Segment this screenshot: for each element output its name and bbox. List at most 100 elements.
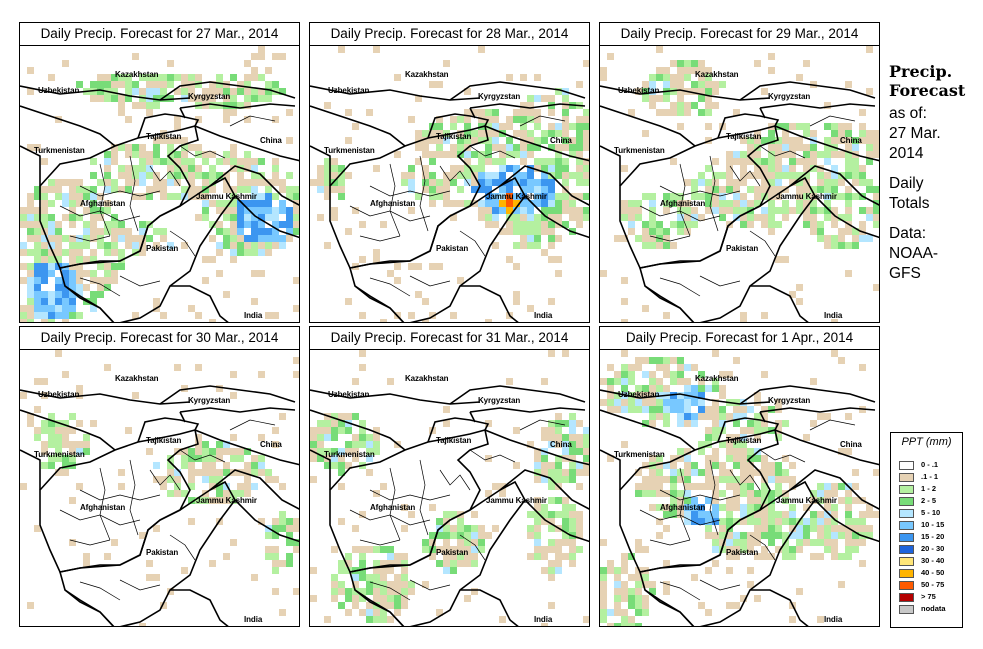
precip-cell (48, 74, 55, 81)
precip-cell (324, 158, 331, 165)
precip-cell (27, 277, 34, 284)
precip-cell (317, 172, 324, 179)
precip-cell (712, 81, 719, 88)
precip-cell (188, 305, 195, 312)
country-boundary (310, 449, 331, 490)
precip-cell (41, 200, 48, 207)
precip-cell (852, 483, 859, 490)
precip-cell (464, 109, 471, 116)
precip-cell (859, 560, 866, 567)
precip-cell (492, 130, 499, 137)
precip-cell (76, 420, 83, 427)
precip-cell (642, 88, 649, 95)
precip-cell (244, 490, 251, 497)
precip-cell (859, 130, 866, 137)
precip-cell (649, 504, 656, 511)
map-label-india: India (534, 615, 553, 624)
precip-cell (251, 228, 258, 235)
precip-cell (244, 462, 251, 469)
precip-cell (520, 242, 527, 249)
precip-cell (359, 609, 366, 616)
precip-cell (69, 497, 76, 504)
precip-cell (768, 151, 775, 158)
country-boundary (310, 389, 481, 405)
precip-cell (464, 151, 471, 158)
precip-cell (548, 574, 555, 581)
precip-cell (380, 567, 387, 574)
precip-cell (48, 235, 55, 242)
precip-cell (635, 207, 642, 214)
precip-cell (663, 462, 670, 469)
precip-cell (635, 490, 642, 497)
precip-cell (506, 165, 513, 172)
precip-cell (251, 186, 258, 193)
precip-cell (527, 525, 534, 532)
precip-cell (621, 560, 628, 567)
province-boundary (59, 205, 141, 222)
precip-cell (548, 560, 555, 567)
daily-label-line-1: Daily (889, 175, 924, 192)
precip-cell (415, 193, 422, 200)
precip-cell (684, 200, 691, 207)
precip-cell (698, 406, 705, 413)
precip-cell (153, 158, 160, 165)
precip-cell (244, 249, 251, 256)
precip-cell (726, 476, 733, 483)
precip-cell (859, 364, 866, 371)
precip-cell (443, 560, 450, 567)
precip-cell (775, 427, 782, 434)
precip-cell (747, 144, 754, 151)
precip-cell (216, 200, 223, 207)
precip-cell (118, 165, 125, 172)
precip-cell (726, 455, 733, 462)
precip-cell (527, 172, 534, 179)
province-boundary (469, 449, 516, 463)
precip-cell (513, 228, 520, 235)
precip-cell (726, 434, 733, 441)
precip-cell (726, 518, 733, 525)
precip-cell (223, 116, 230, 123)
province-boundary (519, 419, 566, 431)
precip-cell (719, 462, 726, 469)
precip-cell (859, 179, 866, 186)
map-label-kazakhstan: Kazakhstan (405, 70, 449, 79)
precip-cell (562, 221, 569, 228)
precip-cell (541, 95, 548, 102)
precip-cell (104, 179, 111, 186)
precip-cell (27, 284, 34, 291)
precip-cell (810, 221, 817, 228)
precip-cell (534, 532, 541, 539)
precip-cell (614, 595, 621, 602)
precip-cell (520, 74, 527, 81)
precip-cell (684, 483, 691, 490)
precip-cell (230, 207, 237, 214)
precip-cell (663, 399, 670, 406)
precip-cell (569, 469, 576, 476)
precip-cell (464, 172, 471, 179)
precip-cell (457, 172, 464, 179)
forecast-panel: Daily Precip. Forecast for 27 Mar., 2014… (19, 22, 300, 323)
precip-cell (387, 546, 394, 553)
precip-cell (153, 137, 160, 144)
country-boundary (20, 389, 191, 405)
precip-cell (810, 158, 817, 165)
precip-cell (576, 179, 583, 186)
precip-cell (69, 263, 76, 270)
province-boundary (409, 275, 451, 287)
precip-cell (621, 623, 628, 626)
precip-cell (810, 553, 817, 560)
precip-cell (698, 88, 705, 95)
precip-cell (279, 200, 286, 207)
map-label-jammu-kashmir: Jammu Kashmir (776, 496, 837, 505)
precip-map: Kazakhstan Uzbekistan Kyrgyzstan Tajikistan… (310, 350, 589, 626)
precip-cell (541, 378, 548, 385)
precip-cell (831, 532, 838, 539)
precip-cell (450, 567, 457, 574)
precip-cell (534, 511, 541, 518)
precip-cell (569, 413, 576, 420)
precip-cell (677, 406, 684, 413)
precip-cell (569, 511, 576, 518)
precip-cell (852, 144, 859, 151)
precip-cell (450, 553, 457, 560)
precip-cell (698, 511, 705, 518)
